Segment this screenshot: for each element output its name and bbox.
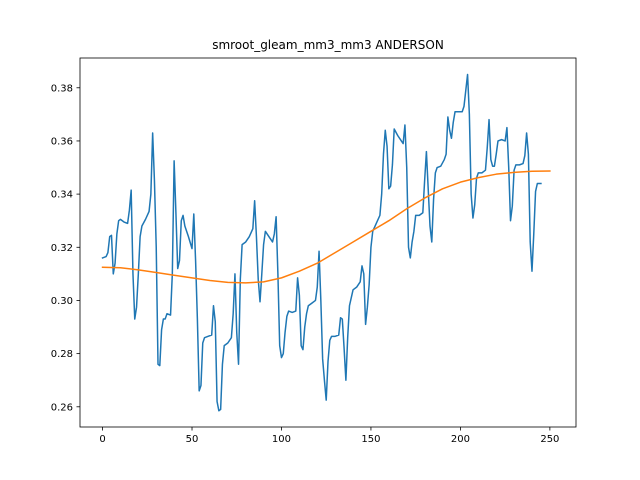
series-layer bbox=[101, 73, 551, 412]
y-tick-label: 0.38 bbox=[51, 83, 73, 94]
x-tick-label: 200 bbox=[451, 434, 470, 445]
x-tick-label: 100 bbox=[272, 434, 291, 445]
y-tick-label: 0.34 bbox=[51, 190, 73, 201]
y-tick-label: 0.26 bbox=[51, 402, 73, 413]
chart-title: smroot_gleam_mm3_mm3 ANDERSON bbox=[212, 38, 444, 52]
series-line-1 bbox=[101, 73, 542, 412]
plot-frame bbox=[79, 57, 577, 428]
y-tick-label: 0.28 bbox=[51, 349, 73, 360]
y-tick-label: 0.32 bbox=[51, 243, 73, 254]
series-line-2 bbox=[101, 170, 551, 284]
x-tick-label: 250 bbox=[540, 434, 559, 445]
x-tick-label: 150 bbox=[361, 434, 380, 445]
axes-layer: 0 50 100 150 200 250 0.26 0.28 0.30 0.32 0.34 0.36 0… bbox=[51, 57, 577, 445]
y-tick-label: 0.30 bbox=[51, 296, 73, 307]
x-tick-label: 0 bbox=[99, 434, 105, 445]
y-tick-label: 0.36 bbox=[51, 136, 73, 147]
x-tick-label: 50 bbox=[186, 434, 199, 445]
